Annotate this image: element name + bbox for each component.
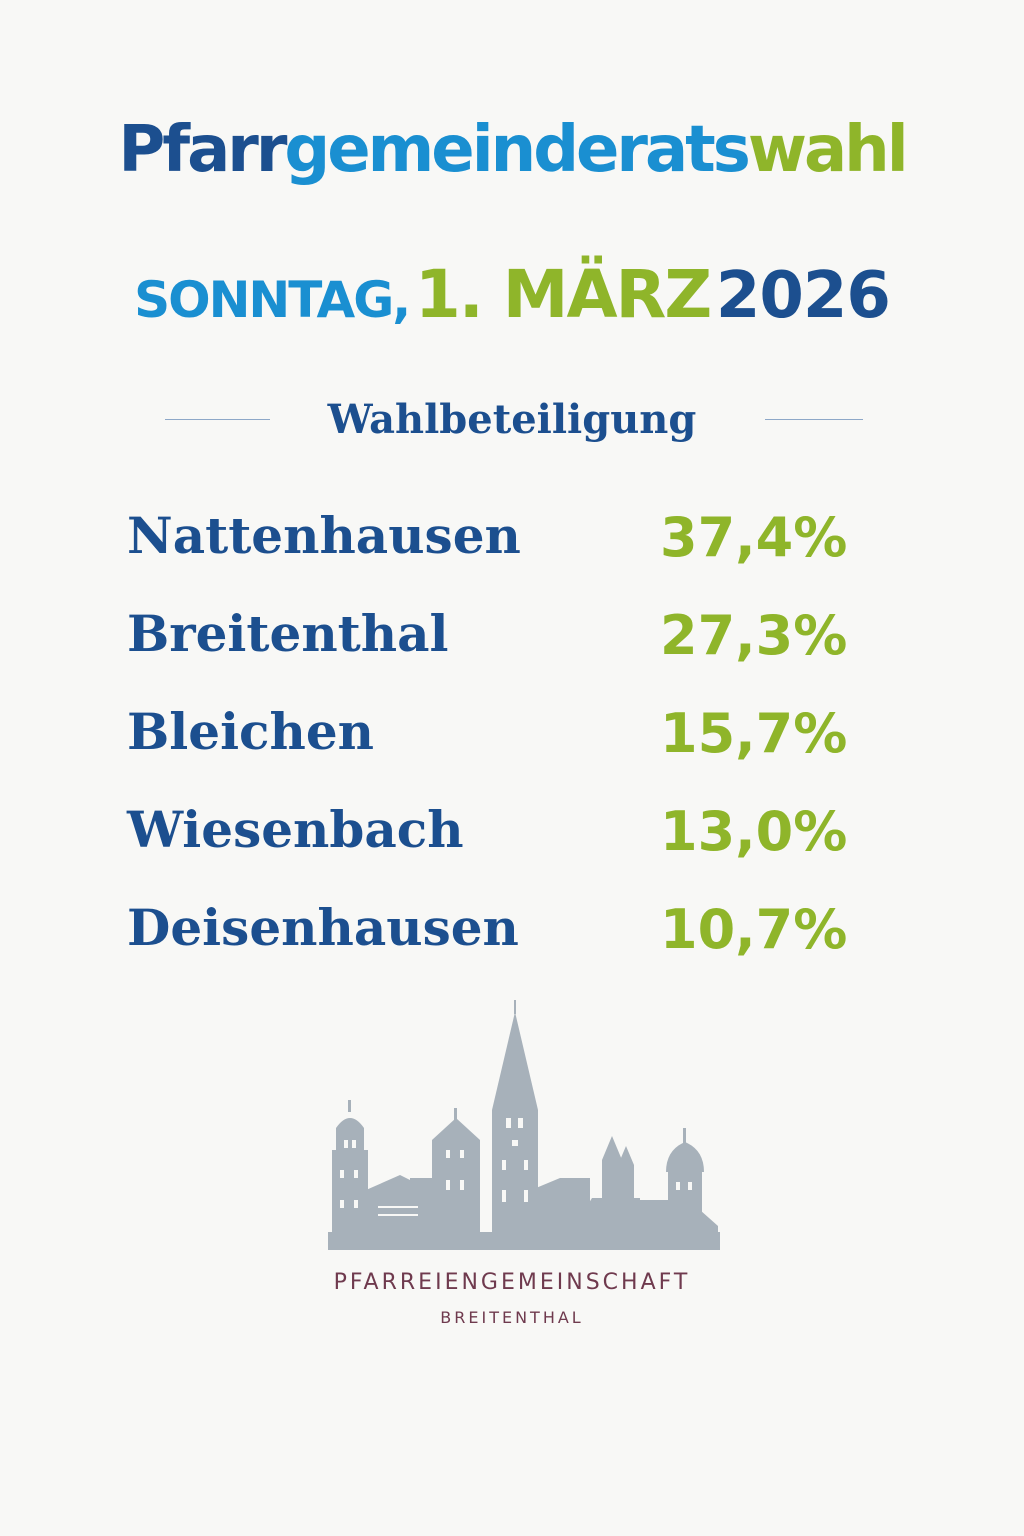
subheading-rule-left — [165, 419, 270, 420]
turnout-value: 27,3% — [660, 604, 848, 667]
organization-name: PFARREIENGEMEINSCHAFT — [333, 1270, 691, 1295]
subheading-text: Wahlbeteiligung — [327, 396, 697, 443]
title-part-wahl: wahl — [747, 113, 909, 187]
turnout-row: Bleichen 15,7% — [0, 701, 1024, 799]
turnout-row: Deisenhausen 10,7% — [0, 897, 1024, 995]
turnout-list: Nattenhausen 37,4% Breitenthal 27,3% Ble… — [0, 505, 1024, 995]
subheading-rule-right — [765, 419, 863, 420]
title-part-gemeinderats: gemeinderats — [284, 113, 750, 187]
date-day-month: 1. MÄRZ — [414, 256, 712, 333]
turnout-row: Nattenhausen 37,4% — [0, 505, 1024, 603]
poster-title: Pfarrgemeinderatswahl — [0, 118, 1024, 182]
place-name: Wiesenbach — [127, 800, 464, 859]
turnout-value: 10,7% — [660, 898, 848, 961]
election-date: SONNTAG, 1. MÄRZ 2026 — [0, 262, 1024, 329]
place-name: Breitenthal — [127, 604, 449, 663]
subheading: Wahlbeteiligung — [0, 390, 1024, 450]
organization-location: BREITENTHAL — [440, 1308, 584, 1327]
place-name: Bleichen — [127, 702, 375, 761]
place-name: Nattenhausen — [127, 506, 521, 565]
turnout-row: Wiesenbach 13,0% — [0, 799, 1024, 897]
church-skyline-logo — [328, 1000, 720, 1250]
date-year: 2026 — [715, 259, 891, 333]
turnout-value: 37,4% — [660, 506, 848, 569]
turnout-row: Breitenthal 27,3% — [0, 603, 1024, 701]
date-weekday: SONNTAG, — [134, 271, 411, 329]
turnout-value: 15,7% — [660, 702, 848, 765]
place-name: Deisenhausen — [127, 898, 519, 957]
turnout-value: 13,0% — [660, 800, 848, 863]
title-part-pfarr: Pfarr — [118, 113, 287, 187]
